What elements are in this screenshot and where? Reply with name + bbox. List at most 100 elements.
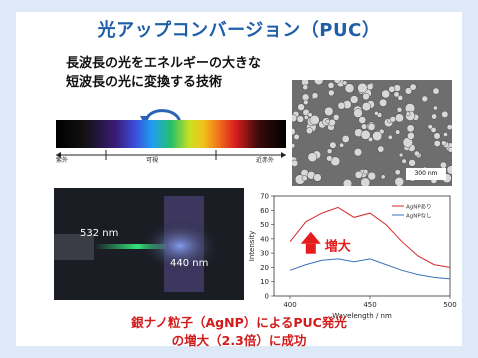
sem-particle [441,110,449,118]
sem-particle [394,169,401,176]
sem-particle [342,178,353,186]
sem-particle [367,136,374,142]
sem-particle [447,147,452,153]
visible-label: 可視 [146,157,159,164]
y-tick-label: 50 [260,221,269,229]
description-line-2: 短波長の光に変換する技術 [66,75,223,90]
sem-particle [407,132,415,140]
sem-particle [313,173,322,182]
sem-particle [341,135,350,143]
sem-particle [329,141,337,149]
nir-label: 近赤外 [256,157,275,164]
slide-panel: 光アップコンバージョン（PUC） 長波長の光をエネルギーの大きな 短波長の光に変… [16,12,462,348]
sem-particle [305,127,313,135]
light-spectrum-bar [56,120,286,148]
sem-particle [326,155,333,162]
sem-particle [441,140,447,146]
sem-particle [327,82,335,89]
sem-particle [446,165,452,175]
sem-particle [361,123,368,130]
sem-particle [293,133,300,140]
sem-particle [405,111,411,117]
sem-particle [406,124,415,133]
sem-particle [330,156,341,167]
sem-particle [396,107,403,113]
sem-particle [380,174,386,180]
photo-label-440: 440 nm [170,258,209,269]
sem-particle [372,130,383,142]
sem-particle [409,83,417,91]
photo-label-532: 532 nm [80,228,119,239]
sem-particle [394,176,405,186]
sem-particle [430,126,437,133]
description-line-1: 長波長の光をエネルギーの大きな [66,56,262,71]
sem-particle [377,145,385,153]
y-tick-label: 60 [260,207,269,215]
sem-particle [367,123,376,131]
y-tick-label: 70 [260,193,269,201]
sem-particle [397,95,404,101]
sem-particle [363,169,369,175]
sem-particle [433,132,441,140]
sem-particle [408,159,416,167]
sem-particle [362,92,370,101]
sem-particle [395,113,404,123]
sem-particle [353,108,363,118]
sem-particle [333,80,342,84]
sem-particle [337,101,346,110]
sem-particle [302,84,309,91]
sem-particle [342,80,348,86]
y-tick-label: 20 [260,264,269,272]
experiment-photo: 532 nm 440 nm [54,188,244,300]
y-tick-label: 0 [265,293,269,301]
sem-particle [307,152,318,163]
sem-particle [421,95,429,103]
sem-particle [398,152,404,158]
sem-particle [303,114,309,120]
x-tick-label: 400 [283,301,296,309]
sem-particle [443,132,448,137]
sem-particle [361,102,371,112]
sem-particle [446,124,452,131]
legend-label-0: AgNPあり [406,204,432,211]
slide-title: 光アップコンバージョン（PUC） [97,20,381,41]
sem-particle [296,115,304,123]
sem-particle [297,103,305,111]
sem-particle [360,177,371,186]
uv-label: 紫外 [56,157,69,164]
sem-particle [353,148,363,157]
x-tick-label: 500 [443,301,456,309]
sem-particle [349,95,359,104]
laser-photo-image [54,188,244,300]
sem-particle [301,175,308,182]
sem-particle [432,87,440,95]
sem-particle [332,114,340,121]
sem-particle [328,89,335,97]
sem-particle [366,83,374,91]
sem-particle [388,85,396,93]
increase-annotation: 増大 [325,239,351,255]
sem-particle [358,116,367,124]
sem-particle [309,114,320,126]
sem-particle [393,91,400,98]
sem-particle [307,112,313,118]
x-axis-label: Wavelength / nm [332,312,392,320]
sem-particle [313,80,324,86]
x-tick-label: 450 [363,301,376,309]
series-line-0 [289,206,451,268]
sem-particle [292,143,296,149]
sem-particle [344,83,355,94]
sem-particle [292,127,296,136]
increase-arrow-shaft [305,243,316,254]
sem-scale-bar: 300 nm [406,168,446,180]
y-tick-label: 30 [260,250,269,258]
footer-text: 銀ナノ粒子（AgNP）によるPUC発光 の増大（2.3倍）に成功 [16,314,462,350]
y-tick-label: 10 [260,278,269,286]
description: 長波長の光をエネルギーの大きな 短波長の光に変換する技術 [66,54,306,92]
increase-arrow-head [300,231,321,244]
chart-plot-frame [273,195,451,297]
sem-particle [401,158,407,164]
sem-particle [360,129,371,140]
spectrum-ruler [56,150,286,160]
